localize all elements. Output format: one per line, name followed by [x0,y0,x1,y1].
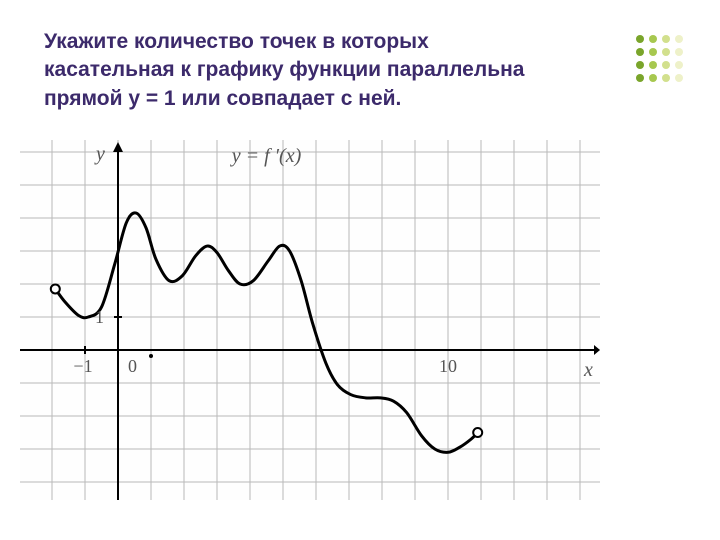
svg-text:1: 1 [95,307,104,327]
svg-text:y: y [94,143,105,165]
svg-text:−1: −1 [73,356,92,376]
title-line-1: касательная к графику функции параллельн… [44,58,524,81]
chart-container: y x y = f ′(x) 0 −1 1 10 [20,140,600,505]
chart-svg: y x y = f ′(x) 0 −1 1 10 [20,140,600,500]
svg-text:x: x [583,359,593,381]
question-title: Укажите количество точек в которых касат… [44,28,584,113]
svg-text:0: 0 [128,356,137,376]
title-line-0: Укажите количество точек в которых [44,30,429,53]
decoration-dots [635,34,684,83]
dots-svg [635,34,684,83]
svg-text:y = f ′(x): y = f ′(x) [230,145,302,167]
title-line-2: прямой у = 1 или совпадает с ней. [44,87,401,110]
svg-text:10: 10 [439,356,457,376]
